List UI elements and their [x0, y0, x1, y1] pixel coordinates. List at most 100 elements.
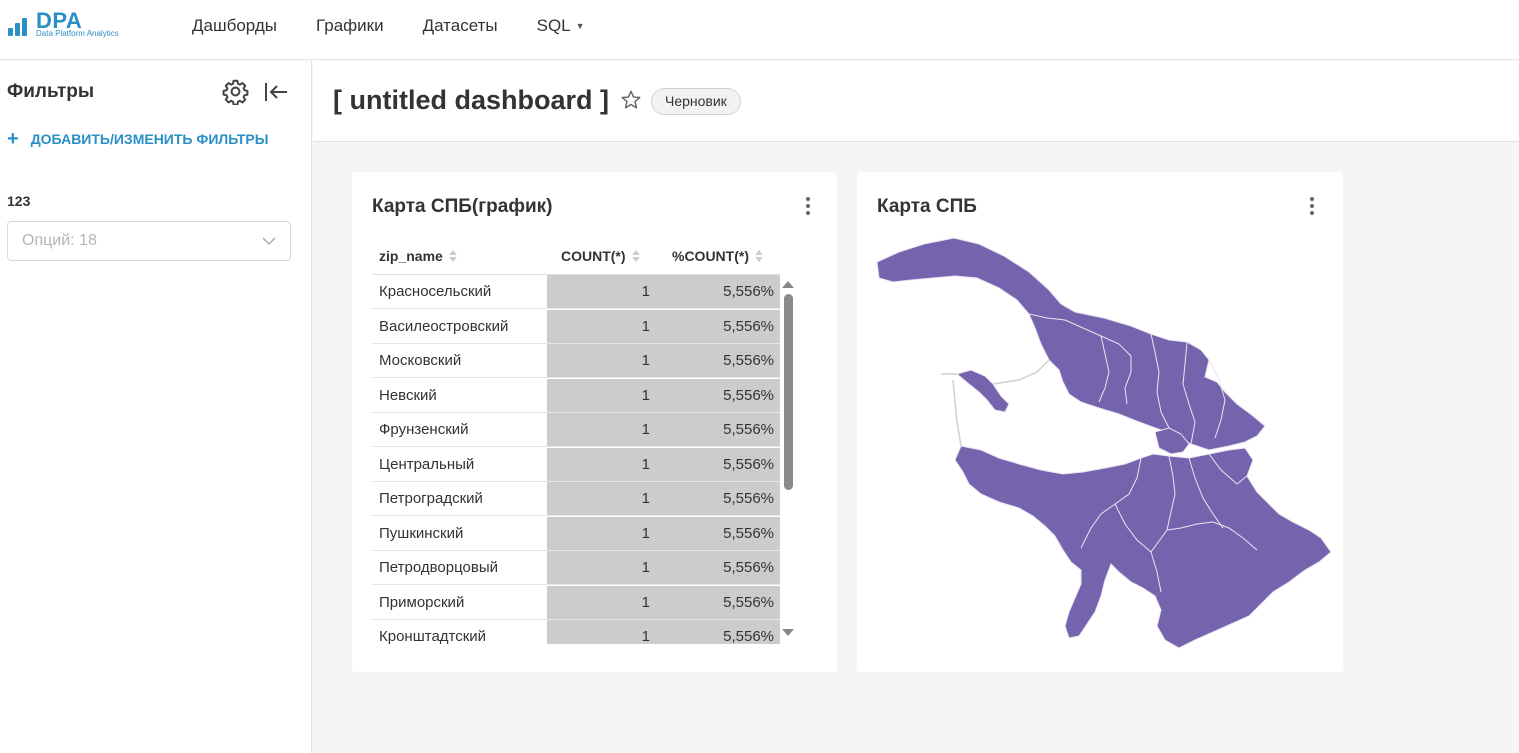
cell-count: 1 [547, 551, 660, 585]
nav-sql[interactable]: SQL ▼ [537, 16, 585, 38]
map-region [876, 237, 1266, 451]
district-border [1182, 341, 1196, 445]
nav-sql-label: SQL [536, 16, 571, 35]
table-row: Кронштадтский 1 5,556% [372, 620, 780, 644]
cell-zip-name: Красносельский [372, 275, 547, 309]
table-row: Фрунзенский 1 5,556% [372, 413, 780, 448]
table-header-divider [372, 274, 780, 275]
district-borders [1028, 313, 1258, 593]
cell-count: 1 [547, 275, 660, 309]
table-row: Пушкинский 1 5,556% [372, 516, 780, 552]
cell-count: 1 [547, 516, 660, 551]
nav-datasets[interactable]: Датасеты [422, 16, 498, 35]
table-row: Петроградский 1 5,556% [372, 482, 780, 517]
district-border [1028, 313, 1132, 405]
table-row: Петродворцовый 1 5,556% [372, 551, 780, 586]
map-region [1154, 427, 1190, 455]
dam-line [992, 359, 1050, 385]
scroll-up-arrow-icon[interactable] [782, 281, 794, 288]
status-badge[interactable]: Черновик [651, 88, 741, 115]
map-chart-title: Карта СПБ [877, 196, 977, 217]
dam-lines [941, 359, 1050, 447]
column-header-label: %COUNT(*) [672, 248, 749, 264]
filters-title: Фильтры [7, 81, 95, 102]
cell-count: 1 [547, 378, 660, 413]
table-chart-title: Карта СПБ(график) [372, 196, 553, 217]
dpa-logo[interactable]: DPA Data Platform Analytics [8, 8, 163, 40]
main-nav: Дашборды Графики Датасеты SQL ▼ [192, 16, 624, 38]
spb-district-map[interactable] [869, 232, 1337, 652]
cell-percent: 5,556% [660, 620, 780, 644]
cell-zip-name: Фрунзенский [372, 413, 547, 447]
sort-icon [631, 250, 640, 263]
table-row: Московский 1 5,556% [372, 344, 780, 379]
cell-count: 1 [547, 482, 660, 516]
filter-select[interactable]: Опций: 18 [7, 221, 291, 261]
table-row: Василеостровский 1 5,556% [372, 309, 780, 345]
column-header-zip-name[interactable]: zip_name [379, 238, 457, 274]
cell-zip-name: Невский [372, 379, 547, 413]
cell-percent: 5,556% [660, 344, 780, 378]
filters-sidebar: Фильтры + ДОБАВИТЬ/ИЗМЕНИТЬ ФИЛЬТРЫ 123 … [0, 61, 312, 753]
district-border [1208, 359, 1226, 439]
table-chart-card: Карта СПБ(график) zip_name COUNT(*) %COU… [352, 172, 837, 672]
dashboard-title[interactable]: [ untitled dashboard ] [333, 85, 609, 115]
cell-zip-name: Петродворцовый [372, 551, 547, 585]
cell-percent: 5,556% [660, 378, 780, 413]
add-edit-filters-button[interactable]: + ДОБАВИТЬ/ИЗМЕНИТЬ ФИЛЬТРЫ [7, 128, 269, 150]
cell-percent: 5,556% [660, 482, 780, 516]
map-shapes [876, 237, 1332, 649]
filter-select-placeholder: Опций: 18 [22, 232, 97, 249]
plus-icon: + [7, 128, 19, 150]
chevron-down-icon [262, 237, 276, 246]
table-row: Приморский 1 5,556% [372, 585, 780, 621]
star-icon[interactable] [620, 89, 642, 111]
cell-percent: 5,556% [660, 516, 780, 551]
cell-count: 1 [547, 344, 660, 378]
column-header-label: zip_name [379, 248, 443, 264]
bar-chart-icon [8, 18, 34, 36]
cell-zip-name: Московский [372, 344, 547, 378]
cell-percent: 5,556% [660, 447, 780, 482]
sort-icon [448, 250, 457, 263]
more-options-icon[interactable] [1307, 196, 1317, 220]
cell-percent: 5,556% [660, 585, 780, 620]
nav-charts[interactable]: Графики [316, 16, 384, 35]
cell-count: 1 [547, 620, 660, 644]
gear-icon[interactable] [222, 78, 249, 105]
cell-percent: 5,556% [660, 551, 780, 585]
dam-line [952, 379, 962, 447]
district-border [1208, 453, 1248, 485]
data-table: zip_name COUNT(*) %COUNT(*) Красносельск… [372, 238, 780, 644]
add-edit-filters-label: ДОБАВИТЬ/ИЗМЕНИТЬ ФИЛЬТРЫ [30, 131, 269, 147]
cell-zip-name: Приморский [372, 586, 547, 620]
filter-label: 123 [7, 193, 31, 209]
logo-subtitle: Data Platform Analytics [36, 29, 119, 38]
map-region [955, 369, 1010, 413]
district-border [1150, 551, 1162, 593]
district-border [1114, 503, 1168, 553]
table-row: Невский 1 5,556% [372, 378, 780, 414]
cell-zip-name: Василеостровский [372, 310, 547, 344]
top-navbar: DPA Data Platform Analytics Дашборды Гра… [0, 0, 1519, 60]
column-header-count[interactable]: COUNT(*) [561, 238, 640, 274]
scroll-down-arrow-icon[interactable] [782, 629, 794, 636]
caret-down-icon: ▼ [575, 21, 585, 31]
district-border [1150, 333, 1170, 429]
cell-zip-name: Центральный [372, 448, 547, 482]
table-row: Красносельский 1 5,556% [372, 275, 780, 310]
map-chart-card: Карта СПБ [857, 172, 1343, 672]
map-region [954, 445, 1332, 649]
more-options-icon[interactable] [803, 196, 813, 220]
nav-dashboards[interactable]: Дашборды [192, 16, 277, 35]
district-border [1166, 455, 1176, 531]
cell-percent: 5,556% [660, 275, 780, 309]
district-border [1188, 457, 1224, 529]
column-header-percent-count[interactable]: %COUNT(*) [672, 238, 763, 274]
cell-count: 1 [547, 413, 660, 447]
scrollbar-thumb[interactable] [784, 294, 793, 490]
column-header-label: COUNT(*) [561, 248, 626, 264]
table-row: Центральный 1 5,556% [372, 447, 780, 483]
collapse-left-icon[interactable] [263, 80, 289, 104]
sort-icon [755, 250, 763, 263]
